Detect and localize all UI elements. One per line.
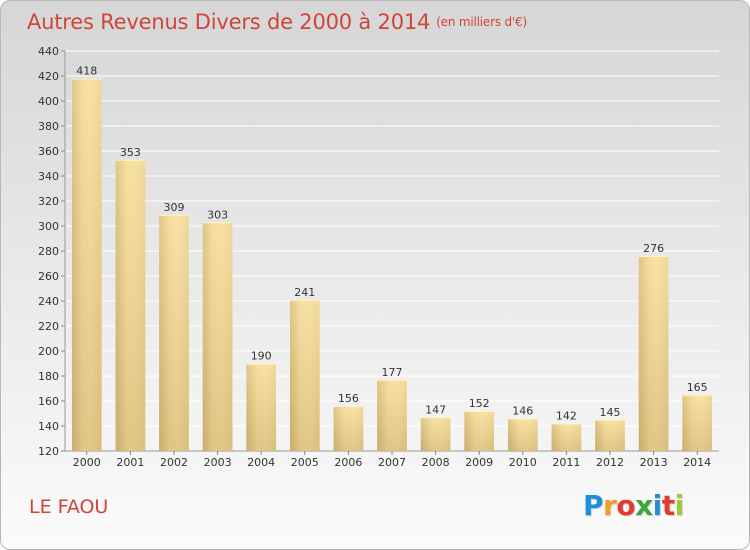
y-tick-label: 220 — [38, 320, 59, 333]
x-tick-label: 2004 — [247, 456, 275, 469]
y-tick-label: 120 — [38, 445, 59, 458]
x-tick-label: 2000 — [73, 456, 101, 469]
value-label: 152 — [469, 397, 490, 410]
bar-2000 — [71, 78, 102, 451]
y-tick-label: 160 — [38, 395, 59, 408]
bars: 418 353 309 303 190 241 156 177 147 152 146 142 145 2… — [71, 65, 713, 451]
bar-2003 — [202, 222, 233, 451]
chart-title: Autres Revenus Divers de 2000 à 2014 (en … — [27, 10, 527, 34]
value-label: 177 — [382, 366, 403, 379]
x-tick-label: 2002 — [160, 456, 188, 469]
value-label: 309 — [164, 201, 185, 214]
bar-shade — [246, 363, 277, 451]
bar-2005 — [289, 299, 320, 451]
bar-2001 — [115, 159, 146, 451]
x-tick-label: 2001 — [116, 456, 144, 469]
logo-letter: r — [603, 489, 617, 522]
bar-shade — [682, 394, 713, 451]
y-tick-label: 240 — [38, 295, 59, 308]
x-tick-label: 2010 — [509, 456, 537, 469]
bar-shade — [202, 222, 233, 451]
value-label: 276 — [643, 242, 664, 255]
value-label: 145 — [600, 406, 621, 419]
chart-title-text: Autres Revenus Divers de 2000 à 2014 — [27, 10, 431, 34]
logo-letter: o — [616, 489, 636, 522]
value-label: 190 — [251, 350, 272, 363]
y-tick-label: 280 — [38, 245, 59, 258]
value-label: 303 — [207, 208, 228, 221]
bar-2014 — [682, 394, 713, 451]
y-tick-label: 420 — [38, 70, 59, 83]
value-label: 418 — [76, 65, 97, 78]
bar-2010 — [507, 418, 538, 451]
bar-2011 — [551, 423, 582, 451]
x-axis-ticks: 2000 2001 2002 2003 2004 2005 2006 2007 2008 2009… — [73, 451, 711, 469]
value-label: 165 — [687, 381, 708, 394]
bar-2007 — [377, 379, 407, 451]
x-tick-label: 2007 — [378, 456, 406, 469]
bar-2006 — [333, 406, 364, 451]
x-tick-label: 2011 — [552, 456, 580, 469]
x-tick-label: 2012 — [596, 456, 624, 469]
y-tick-label: 300 — [38, 220, 59, 233]
y-tick-label: 360 — [38, 145, 59, 158]
logo-letter: x — [635, 489, 653, 522]
y-tick-label: 380 — [38, 120, 59, 133]
bar-shade — [289, 299, 320, 451]
x-tick-label: 2009 — [465, 456, 493, 469]
bar-shade — [71, 78, 102, 451]
bar-2013 — [638, 256, 669, 451]
logo-letter: i — [652, 489, 663, 522]
bar-shade — [377, 379, 407, 451]
value-label: 353 — [120, 146, 141, 159]
x-tick-label: 2003 — [204, 456, 232, 469]
x-tick-label: 2006 — [334, 456, 362, 469]
x-tick-label: 2005 — [291, 456, 319, 469]
value-label: 147 — [425, 403, 446, 416]
bar-2009 — [464, 411, 495, 451]
x-tick-label: 2008 — [422, 456, 450, 469]
logo-letter: P — [583, 489, 604, 522]
bar-2002 — [159, 214, 189, 451]
y-tick-label: 440 — [38, 45, 59, 58]
bar-shade — [595, 419, 625, 451]
chart-unit: (en milliers d'€) — [436, 15, 527, 29]
value-label: 142 — [556, 410, 577, 423]
logo-letter: t — [661, 489, 675, 522]
value-label: 156 — [338, 392, 359, 405]
bar-shade — [159, 214, 189, 451]
value-label: 241 — [294, 286, 315, 299]
bar-shade — [333, 406, 364, 451]
bar-2012 — [595, 419, 625, 451]
bar-shade — [115, 159, 146, 451]
y-tick-label: 140 — [38, 420, 59, 433]
value-label: 146 — [512, 405, 533, 418]
y-tick-label: 180 — [38, 370, 59, 383]
y-tick-label: 200 — [38, 345, 59, 358]
x-tick-label: 2013 — [640, 456, 668, 469]
bar-shade — [551, 423, 582, 451]
y-tick-label: 260 — [38, 270, 59, 283]
y-tick-label: 320 — [38, 195, 59, 208]
logo-letter: i — [674, 489, 685, 522]
place-name: LE FAOU — [29, 496, 109, 518]
bar-shade — [420, 417, 451, 451]
bar-shade — [638, 256, 669, 451]
bar-2008 — [420, 417, 451, 451]
y-tick-label: 340 — [38, 170, 59, 183]
bar-shade — [464, 411, 495, 451]
bar-shade — [507, 418, 538, 451]
bar-2004 — [246, 363, 277, 451]
x-tick-label: 2014 — [683, 456, 711, 469]
y-tick-label: 400 — [38, 95, 59, 108]
